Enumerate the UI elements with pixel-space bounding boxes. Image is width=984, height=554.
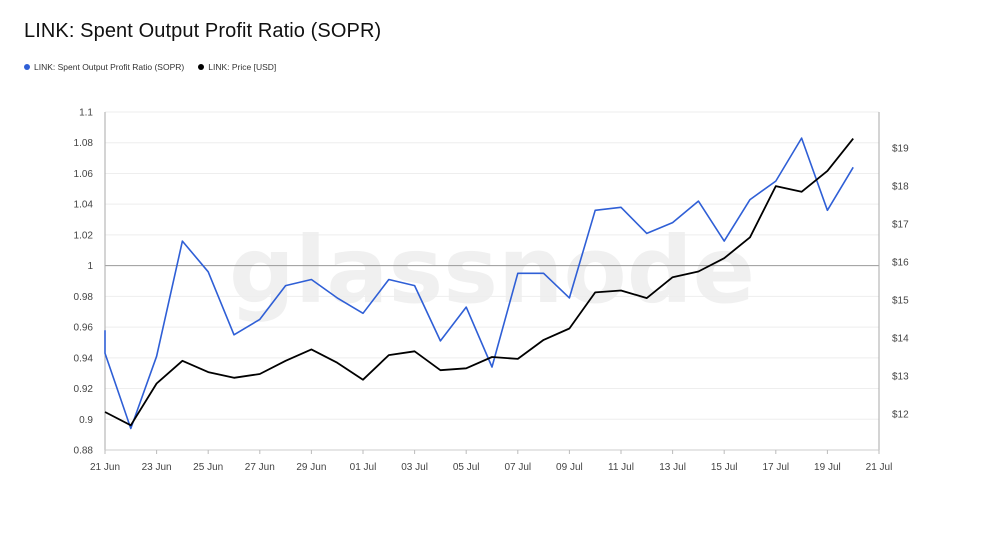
x-tick-label: 03 Jul bbox=[401, 462, 428, 473]
y-left-tick-label: 1.02 bbox=[74, 230, 94, 241]
y-left-tick-label: 0.92 bbox=[74, 384, 94, 395]
y-right-tick-label: $18 bbox=[892, 182, 909, 193]
y-left-tick-label: 1.04 bbox=[74, 200, 94, 211]
y-right-tick-label: $16 bbox=[892, 258, 909, 269]
x-tick-label: 07 Jul bbox=[504, 462, 531, 473]
y-left-tick-label: 1.1 bbox=[79, 108, 93, 119]
watermark: glassnode bbox=[229, 217, 755, 324]
x-tick-label: 21 Jul bbox=[866, 462, 893, 473]
x-tick-label: 21 Jun bbox=[90, 462, 120, 473]
y-left-tick-label: 0.94 bbox=[74, 353, 94, 364]
y-left-tick-label: 0.9 bbox=[79, 415, 93, 426]
legend-item-sopr[interactable]: LINK: Spent Output Profit Ratio (SOPR) bbox=[24, 62, 184, 72]
y-left-tick-label: 0.88 bbox=[74, 446, 94, 457]
x-tick-label: 09 Jul bbox=[556, 462, 583, 473]
y-right-tick-label: $15 bbox=[892, 295, 909, 306]
legend-dot-sopr bbox=[24, 64, 30, 70]
x-tick-label: 11 Jul bbox=[608, 462, 634, 473]
x-tick-label: 17 Jul bbox=[762, 462, 789, 473]
legend: LINK: Spent Output Profit Ratio (SOPR) L… bbox=[24, 62, 276, 72]
y-left-tick-label: 1 bbox=[87, 261, 93, 272]
x-tick-label: 23 Jun bbox=[142, 462, 172, 473]
series-line-sopr bbox=[104, 137, 854, 430]
chart-title: LINK: Spent Output Profit Ratio (SOPR) bbox=[24, 20, 382, 42]
axes: 0.88 0.9 0.92 0.94 0.96 0.98 1 1.02 1.04 1.06 1.08… bbox=[74, 108, 910, 474]
x-tick-label: 01 Jul bbox=[350, 462, 377, 473]
legend-label-price: LINK: Price [USD] bbox=[208, 62, 277, 72]
x-tick-label: 27 Jun bbox=[245, 462, 275, 473]
grid bbox=[105, 111, 879, 451]
y-left-tick-label: 0.96 bbox=[74, 323, 94, 334]
x-tick-label: 29 Jun bbox=[296, 462, 326, 473]
y-left-tick-label: 1.08 bbox=[74, 138, 94, 149]
legend-dot-price bbox=[198, 64, 205, 70]
x-tick-label: 05 Jul bbox=[453, 462, 480, 473]
series-line-price bbox=[104, 138, 854, 427]
y-right-tick-label: $13 bbox=[892, 371, 909, 382]
y-right-tick-label: $19 bbox=[892, 144, 909, 155]
y-right-tick-label: $17 bbox=[892, 220, 909, 231]
y-right-tick-label: $14 bbox=[892, 333, 909, 344]
series-lines bbox=[104, 137, 854, 430]
x-tick-label: 15 Jul bbox=[711, 462, 738, 473]
y-left-tick-label: 1.06 bbox=[74, 169, 94, 180]
y-left-tick-label: 0.98 bbox=[74, 292, 94, 303]
x-tick-label: 25 Jun bbox=[193, 462, 223, 473]
legend-item-price[interactable]: LINK: Price [USD] bbox=[198, 62, 276, 72]
x-tick-label: 13 Jul bbox=[659, 462, 686, 473]
legend-label-sopr: LINK: Spent Output Profit Ratio (SOPR) bbox=[34, 62, 185, 72]
y-right-tick-label: $12 bbox=[892, 409, 909, 420]
x-tick-label: 19 Jul bbox=[814, 462, 841, 473]
